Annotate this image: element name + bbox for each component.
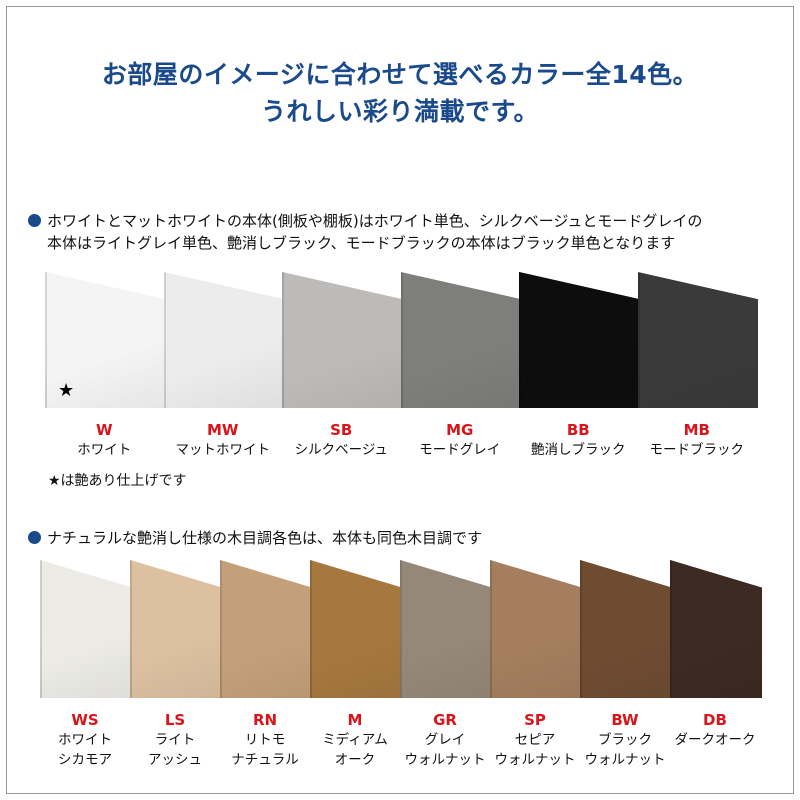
color-name: ホワイト	[77, 442, 132, 458]
color-name: ダークオーク	[674, 732, 756, 748]
color-code: MW	[207, 421, 239, 439]
color-code: DB	[703, 711, 727, 729]
color-label: MW マットホワイト	[149, 420, 298, 460]
color-name: セピア	[514, 732, 556, 748]
color-label: M ミディアムオーク	[295, 710, 415, 770]
color-label: GR グレイウォルナット	[385, 710, 505, 770]
frame	[6, 6, 794, 794]
headline-line1: お部屋のイメージに合わせて選べるカラー全14色。	[101, 60, 699, 89]
color-name: ミディアム	[322, 732, 388, 748]
color-name-2: アッシュ	[148, 752, 202, 768]
color-label: BW ブラックウォルナット	[565, 710, 685, 770]
headline-line2: うれしい彩り満載です。	[260, 97, 539, 126]
color-label: MB モードブラック	[623, 420, 772, 460]
color-code: BB	[566, 421, 590, 439]
color-code: RN	[252, 711, 278, 729]
color-label: WS ホワイトシカモア	[25, 710, 145, 770]
color-code: SB	[330, 421, 353, 439]
color-code: WS	[71, 711, 99, 729]
color-name-2: ナチュラル	[231, 752, 299, 768]
color-code: LS	[164, 711, 186, 729]
color-label: DB ダークオーク	[655, 710, 775, 750]
color-label: BB 艶消しブラック	[504, 420, 653, 460]
color-name: グレイ	[424, 732, 466, 748]
color-name-2: オーク	[334, 752, 376, 768]
color-label: SP セピアウォルナット	[475, 710, 595, 770]
color-name: モードブラック	[649, 442, 745, 458]
star-icon: ★	[58, 380, 75, 401]
color-code: M	[347, 711, 363, 729]
star-note: ★は艶あり仕上げです	[48, 473, 187, 489]
note-text: ナチュラルな艶消し仕様の木目調各色は、本体も同色木目調です	[47, 529, 483, 547]
color-code: GR	[433, 711, 457, 729]
color-name: リトモ	[244, 732, 286, 748]
color-name-2: シカモア	[58, 752, 112, 768]
bullet-icon	[28, 214, 41, 227]
color-name-2: ウォルナット	[404, 752, 486, 768]
color-name: ブラック	[598, 732, 652, 748]
color-code: MG	[446, 421, 474, 439]
color-name: ホワイト	[58, 732, 112, 748]
color-code: W	[95, 421, 113, 439]
color-name: 艶消しブラック	[531, 442, 626, 458]
note-line2: 本体はライトグレイ単色、艶消しブラック、モードブラックの本体はブラック単色となり…	[47, 234, 676, 252]
color-label: LS ライトアッシュ	[115, 710, 235, 770]
color-name-2: ウォルナット	[584, 752, 666, 768]
color-code: SP	[524, 711, 546, 729]
color-label: MG モードグレイ	[386, 420, 535, 460]
section1-note: ホワイトとマットホワイトの本体(側板や棚板)はホワイト単色、シルクベージュとモー…	[28, 210, 702, 254]
color-name: マットホワイト	[175, 442, 271, 458]
color-code: BW	[611, 711, 639, 729]
color-code: MB	[683, 421, 710, 439]
section2-note: ナチュラルな艶消し仕様の木目調各色は、本体も同色木目調です	[28, 527, 482, 549]
color-label: RN リトモナチュラル	[205, 710, 325, 770]
color-label: SB シルクベージュ	[267, 420, 416, 460]
color-name: ライト	[154, 732, 196, 748]
bullet-icon	[28, 531, 41, 544]
note-line1: ホワイトとマットホワイトの本体(側板や棚板)はホワイト単色、シルクベージュとモー…	[47, 212, 703, 230]
color-name: シルクベージュ	[294, 442, 388, 458]
color-name-2: ウォルナット	[494, 752, 576, 768]
color-name: モードグレイ	[419, 442, 501, 458]
color-label: W ホワイト	[30, 420, 179, 460]
swatch-sp[interactable]	[490, 560, 582, 698]
